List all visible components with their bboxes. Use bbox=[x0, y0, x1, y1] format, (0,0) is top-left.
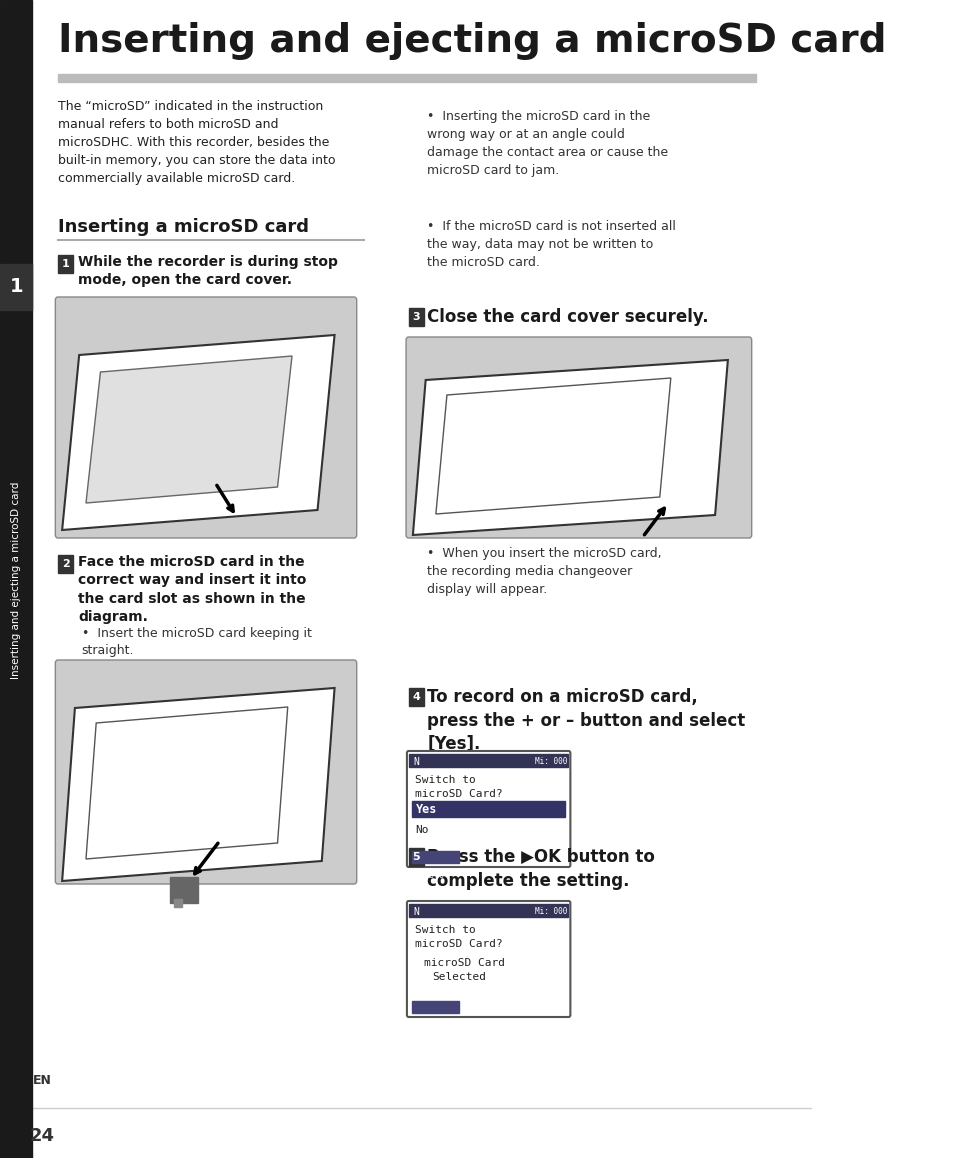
Text: Switch to: Switch to bbox=[415, 925, 476, 935]
Text: Inserting and ejecting a microSD card: Inserting and ejecting a microSD card bbox=[11, 482, 21, 679]
Text: Switch to: Switch to bbox=[415, 775, 476, 785]
Text: •  When you insert the microSD card,
the recording media changeover
display will: • When you insert the microSD card, the … bbox=[427, 547, 661, 596]
Bar bbox=[408, 688, 423, 706]
Polygon shape bbox=[62, 335, 335, 530]
Bar bbox=[409, 754, 567, 767]
Text: 2: 2 bbox=[62, 559, 70, 569]
Text: microSD Card?: microSD Card? bbox=[415, 789, 502, 799]
Text: The “microSD” indicated in the instruction
manual refers to both microSD and
mic: The “microSD” indicated in the instructi… bbox=[58, 100, 335, 185]
Text: •  Insert the microSD card keeping it
straight.: • Insert the microSD card keeping it str… bbox=[82, 626, 312, 657]
Bar bbox=[412, 851, 458, 863]
Bar bbox=[409, 904, 567, 917]
Bar bbox=[0, 0, 32, 1158]
Bar bbox=[173, 899, 182, 907]
FancyBboxPatch shape bbox=[407, 752, 570, 867]
Text: 1: 1 bbox=[10, 278, 23, 296]
Text: AUTO: AUTO bbox=[425, 871, 444, 879]
FancyBboxPatch shape bbox=[406, 337, 751, 538]
Text: microSD Card?: microSD Card? bbox=[415, 939, 502, 950]
Text: AUTO: AUTO bbox=[425, 1020, 444, 1029]
Polygon shape bbox=[86, 708, 288, 859]
Text: Mi: 000: Mi: 000 bbox=[534, 757, 566, 765]
Bar bbox=[408, 308, 423, 327]
Bar bbox=[58, 555, 73, 573]
FancyBboxPatch shape bbox=[55, 660, 356, 884]
Polygon shape bbox=[413, 360, 727, 535]
Text: 4: 4 bbox=[412, 692, 419, 702]
Text: 5: 5 bbox=[412, 852, 419, 862]
Polygon shape bbox=[436, 378, 670, 514]
Text: Inserting and ejecting a microSD card: Inserting and ejecting a microSD card bbox=[58, 22, 885, 60]
Text: 1: 1 bbox=[62, 259, 70, 269]
Text: Selected: Selected bbox=[432, 972, 486, 982]
Text: 3: 3 bbox=[412, 312, 419, 322]
Bar bbox=[58, 255, 73, 273]
Text: EN: EN bbox=[33, 1073, 52, 1086]
Text: Press the ▶OK button to
complete the setting.: Press the ▶OK button to complete the set… bbox=[427, 848, 655, 889]
Bar bbox=[412, 801, 565, 818]
Polygon shape bbox=[62, 688, 335, 881]
Text: Mi: 000: Mi: 000 bbox=[534, 907, 566, 916]
Text: While the recorder is during stop
mode, open the card cover.: While the recorder is during stop mode, … bbox=[78, 255, 338, 287]
FancyBboxPatch shape bbox=[55, 296, 356, 538]
Polygon shape bbox=[86, 356, 292, 503]
Text: N: N bbox=[414, 757, 419, 767]
Bar bbox=[170, 877, 197, 903]
Text: •  Inserting the microSD card in the
wrong way or at an angle could
damage the c: • Inserting the microSD card in the wron… bbox=[427, 110, 668, 177]
Text: 24: 24 bbox=[30, 1127, 55, 1145]
Text: No: No bbox=[415, 824, 429, 835]
Bar bbox=[58, 74, 755, 82]
Text: •  If the microSD card is not inserted all
the way, data may not be written to
t: • If the microSD card is not inserted al… bbox=[427, 220, 676, 269]
Text: N: N bbox=[414, 907, 419, 917]
FancyBboxPatch shape bbox=[407, 901, 570, 1017]
Bar bbox=[412, 1001, 458, 1013]
Text: microSD Card: microSD Card bbox=[423, 958, 504, 968]
Text: Yes: Yes bbox=[415, 802, 436, 816]
Bar bbox=[408, 848, 423, 866]
Bar bbox=[0, 264, 32, 310]
Text: Inserting a microSD card: Inserting a microSD card bbox=[58, 218, 309, 236]
Text: To record on a microSD card,
press the + or – button and select
[Yes].: To record on a microSD card, press the +… bbox=[427, 688, 745, 753]
Text: Face the microSD card in the
correct way and insert it into
the card slot as sho: Face the microSD card in the correct way… bbox=[78, 555, 306, 624]
Text: Close the card cover securely.: Close the card cover securely. bbox=[427, 308, 708, 327]
